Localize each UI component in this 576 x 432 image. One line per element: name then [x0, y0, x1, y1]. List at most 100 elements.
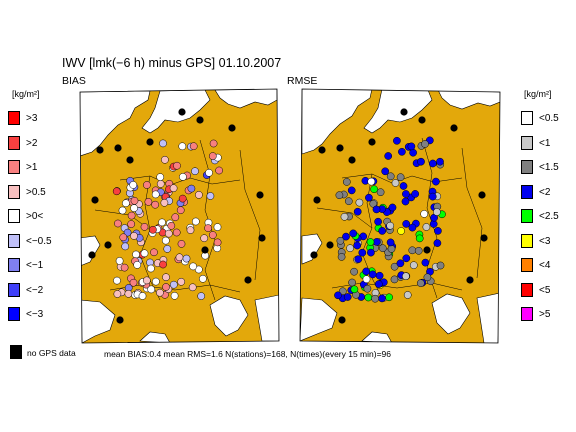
rmse-legend-label: <5: [539, 284, 551, 296]
bias-no-data-marker: [114, 144, 122, 152]
rmse-station-marker: [336, 236, 345, 245]
bias-station-marker: [138, 292, 147, 300]
bias-station-marker: [215, 166, 223, 175]
bias-station-marker: [129, 181, 138, 189]
bias-station-marker: [144, 198, 153, 206]
bias-station-marker: [140, 223, 149, 231]
rmse-station-marker: [371, 294, 379, 303]
bias-station-marker: [213, 223, 222, 231]
bias-station-marker: [171, 213, 180, 222]
rmse-legend-swatch: [521, 209, 533, 223]
bias-legend-label: >0<: [26, 211, 44, 222]
rmse-stations: [310, 108, 488, 324]
rmse-legend-swatch: [521, 135, 533, 150]
bias-station-marker: [208, 231, 217, 239]
rmse-station-marker: [393, 136, 401, 145]
rmse-no-data-marker: [336, 144, 344, 152]
rmse-station-marker: [432, 177, 440, 186]
rmse-legend-swatch: [521, 111, 533, 125]
bias-station-marker: [129, 278, 138, 287]
bias-station-marker: [205, 168, 213, 177]
bias-no-data-marker: [178, 108, 186, 116]
bias-station-marker: [177, 277, 186, 286]
map-title: IWV [lmk(−6 h) minus GPS] 01.10.2007: [62, 56, 282, 70]
bias-legend-swatch: [8, 111, 20, 125]
rmse-no-data-marker: [338, 316, 346, 324]
bias-station-marker: [160, 198, 169, 207]
rmse-station-marker: [386, 172, 395, 181]
rmse-station-marker: [402, 272, 410, 281]
no-data-label: no GPS data: [27, 348, 76, 358]
rmse-no-data-marker: [418, 116, 426, 124]
rmse-station-marker: [417, 157, 425, 166]
rmse-station-marker: [354, 255, 363, 264]
bias-station-marker: [132, 250, 140, 259]
rmse-station-marker: [396, 259, 405, 268]
rmse-legend-label: <1: [539, 137, 551, 149]
bias-no-data-marker: [201, 246, 209, 254]
rmse-station-marker: [342, 178, 351, 186]
rmse-station-marker: [367, 177, 376, 186]
bias-station-marker: [140, 249, 149, 258]
bias-station-marker: [158, 218, 166, 227]
bias-panel-label: BIAS: [62, 75, 86, 87]
rmse-station-marker: [334, 291, 342, 300]
bias-station-marker: [172, 228, 181, 237]
bias-legend-swatch: [8, 307, 20, 321]
rmse-legend-label: <4: [539, 260, 551, 271]
bias-station-marker: [127, 211, 136, 220]
rmse-station-marker: [335, 191, 344, 200]
bias-station-marker: [162, 283, 170, 291]
bias-station-marker: [200, 234, 209, 243]
rmse-station-marker: [384, 152, 393, 160]
rmse-station-marker: [421, 140, 429, 148]
bias-station-marker: [122, 199, 130, 208]
rmse-station-marker: [378, 227, 387, 235]
rmse-station-marker: [364, 293, 373, 302]
bias-station-marker: [208, 152, 217, 160]
rmse-no-data-marker: [348, 156, 356, 164]
bias-station-marker: [163, 245, 172, 253]
bias-legend-label: <−2: [26, 284, 44, 296]
rmse-legend-label: <2: [539, 186, 551, 198]
rmse-no-data-marker: [466, 276, 474, 284]
rmse-station-marker: [408, 246, 417, 255]
bias-station-marker: [164, 229, 173, 238]
bias-legend-swatch: [8, 184, 20, 199]
bias-station-marker: [147, 264, 155, 273]
bias-station-marker: [130, 196, 139, 205]
bias-station-marker: [191, 167, 199, 176]
rmse-no-data-marker: [310, 251, 318, 259]
rmse-map-frame: [299, 88, 501, 344]
bias-station-marker: [114, 219, 122, 228]
bias-no-data-marker: [256, 191, 264, 199]
rmse-legend-swatch: [521, 258, 533, 272]
bias-legend-swatch: [8, 282, 20, 297]
bias-station-marker: [209, 139, 218, 148]
rmse-no-data-marker: [326, 241, 334, 249]
bias-station-marker: [150, 248, 158, 257]
bias-station-marker: [159, 260, 167, 269]
rmse-station-marker: [436, 157, 444, 166]
rmse-station-marker: [365, 193, 373, 202]
rmse-station-marker: [350, 267, 358, 276]
rmse-station-marker: [386, 238, 395, 247]
rmse-station-marker: [368, 270, 377, 279]
bias-no-data-marker: [228, 124, 236, 132]
bias-station-marker: [170, 291, 179, 300]
bias-station-marker: [143, 181, 151, 189]
bias-station-marker: [151, 190, 160, 199]
rmse-station-marker: [366, 238, 375, 246]
bias-station-marker: [213, 238, 222, 247]
bias-station-marker: [195, 191, 203, 199]
bias-station-marker: [197, 292, 206, 300]
rmse-station-marker: [397, 227, 405, 235]
bias-station-marker: [124, 289, 133, 298]
rmse-station-marker: [407, 142, 416, 151]
bias-no-data-marker: [126, 156, 134, 164]
rmse-map: [300, 89, 500, 343]
rmse-station-marker: [381, 167, 390, 176]
rmse-station-marker: [355, 198, 364, 207]
bias-station-marker: [118, 206, 127, 215]
rmse-station-marker: [420, 210, 429, 218]
